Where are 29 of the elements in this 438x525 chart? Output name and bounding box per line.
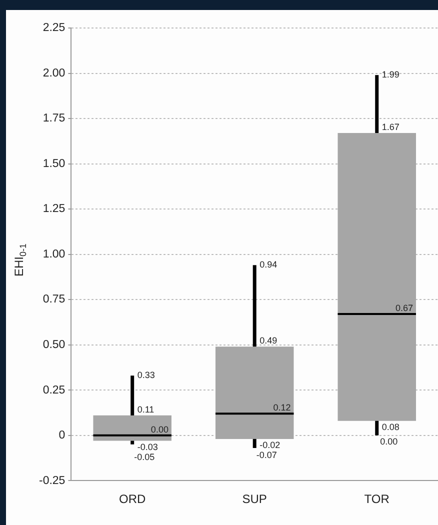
y-tick-label: 0.25 (42, 384, 66, 396)
annotation: 0.11 (137, 404, 154, 414)
annotation: 0.94 (260, 260, 278, 270)
annotation: -0.03 (137, 442, 158, 452)
annotation: 0.67 (395, 303, 413, 314)
annotation: 1.99 (382, 70, 400, 80)
y-tick-label: 0 (58, 430, 66, 442)
y-tick-label: 2.00 (42, 67, 66, 80)
y-tick-label: 0.75 (42, 294, 66, 306)
annotation: -0.05 (134, 452, 155, 462)
annotation: 0.08 (382, 422, 400, 432)
annotation: 0.49 (260, 336, 278, 346)
annotation: 0.33 (137, 370, 155, 380)
y-tick-label: 1.75 (42, 112, 66, 125)
annotation: 0.00 (380, 436, 398, 446)
annotation: -0.07 (256, 450, 277, 460)
annotation: 0.00 (150, 424, 168, 434)
y-tick-label: 1.25 (42, 203, 66, 216)
annotation: 0.12 (273, 402, 291, 413)
annotation: 1.67 (382, 122, 400, 132)
y-tick-label: 1.00 (42, 248, 66, 260)
y-tick-label: 0.50 (42, 338, 66, 351)
x-tick-label: ORD (119, 492, 146, 506)
y-tick-label: 2.25 (42, 22, 66, 34)
x-tick-label: TOR (364, 492, 390, 506)
y-tick-label: 1.50 (42, 158, 66, 170)
annotation: -0.02 (260, 440, 280, 450)
x-tick-label: SUP (242, 492, 267, 506)
y-tick-label: -0.25 (38, 474, 66, 487)
